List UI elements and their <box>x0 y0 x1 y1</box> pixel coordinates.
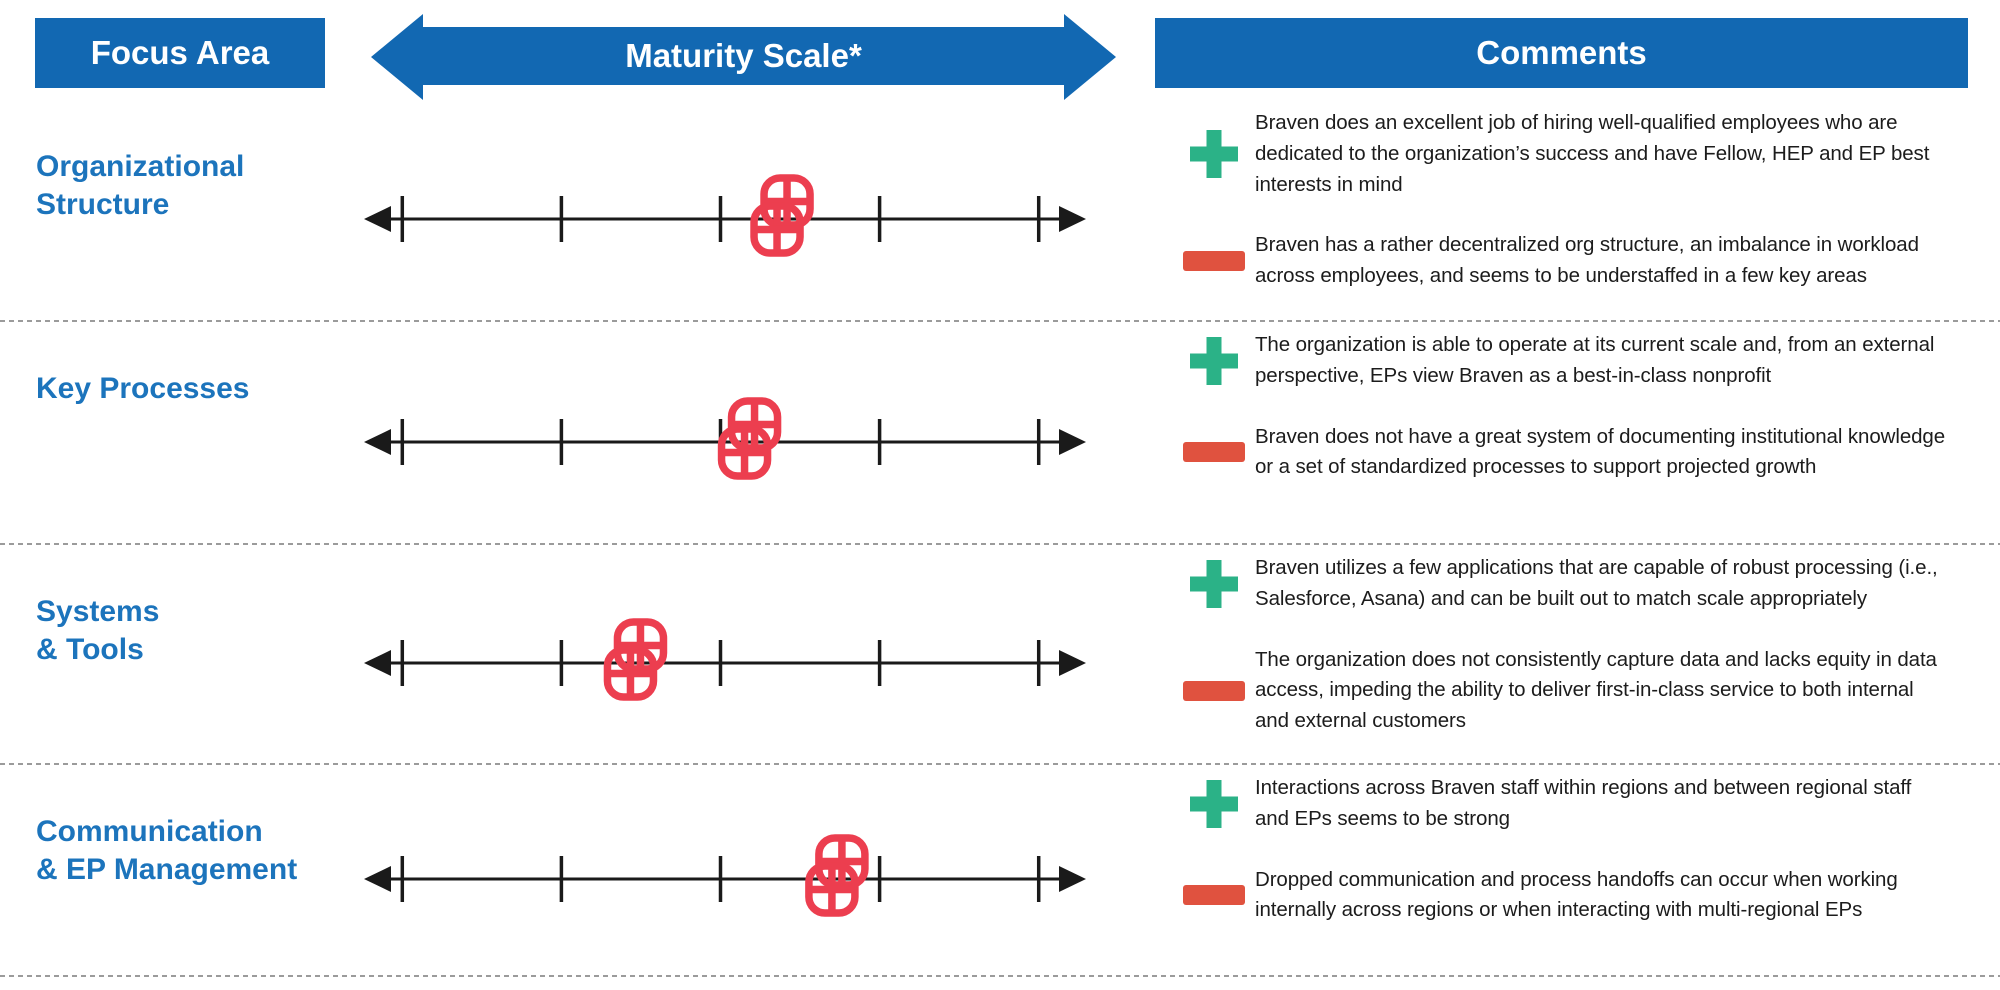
negative-comment: Braven does not have a great system of d… <box>1173 422 1970 484</box>
comment-text: The organization is able to operate at i… <box>1255 333 1935 387</box>
table-row: Key Processes The organization is able t… <box>0 322 2000 545</box>
left-arrowhead-icon <box>364 206 391 232</box>
maturity-scale <box>360 829 1090 929</box>
positive-comment: Braven utilizes a few applications that … <box>1173 553 1970 615</box>
focus-label: Key Processes <box>36 372 250 405</box>
left-arrowhead-icon <box>364 866 391 892</box>
left-arrowhead-icon <box>364 428 391 455</box>
focus-label: Organizational Structure <box>36 150 245 222</box>
negative-comment: The organization does not consistently c… <box>1173 645 1970 737</box>
positive-comment: Interactions across Braven staff within … <box>1173 773 1970 835</box>
right-arrowhead-icon <box>1059 206 1086 232</box>
left-arrowhead-icon <box>364 650 391 676</box>
comment-text: Braven does not have a great system of d… <box>1255 424 1946 479</box>
focus-area-header: Focus Area <box>35 18 325 88</box>
maturity-scale <box>360 613 1090 713</box>
comment-text: Braven does an excellent job of hiring w… <box>1255 111 1930 196</box>
focus-label: Systems & Tools <box>36 595 160 667</box>
table-row: Systems & Tools Braven utilizes a few ap… <box>0 545 2000 765</box>
right-arrowhead-icon <box>1059 866 1086 892</box>
positive-comment: Braven does an excellent job of hiring w… <box>1173 108 1970 200</box>
maturity-scale-header-arrow: Maturity Scale* <box>371 14 1116 100</box>
table-row: Organizational Structure Braven does an … <box>0 100 2000 322</box>
double-arrow-shape <box>371 14 1116 100</box>
maturity-scale <box>360 169 1090 269</box>
maturity-marker <box>750 174 814 257</box>
minus-icon <box>1183 680 1245 701</box>
comment-text: Braven has a rather decentralized org st… <box>1255 233 1919 287</box>
minus-icon <box>1183 442 1245 463</box>
table-row: Communication & EP Management Interactio… <box>0 765 2000 977</box>
right-arrowhead-icon <box>1059 428 1086 455</box>
focus-label: Communication & EP Management <box>36 815 298 887</box>
comment-text: The organization does not consistently c… <box>1255 647 1937 733</box>
comment-text: Braven utilizes a few applications that … <box>1255 556 1938 610</box>
negative-comment: Dropped communication and process handof… <box>1173 865 1970 927</box>
comment-text: Dropped communication and process handof… <box>1255 867 1898 922</box>
header-band: Focus Area Maturity Scale* Comments <box>0 0 2000 100</box>
maturity-scale <box>360 392 1090 492</box>
comment-text: Interactions across Braven staff within … <box>1255 776 1912 830</box>
comments-header-label: Comments <box>1476 34 1647 71</box>
minus-icon <box>1183 251 1245 271</box>
plus-icon <box>1190 559 1238 608</box>
maturity-marker <box>805 834 869 917</box>
maturity-marker <box>603 618 668 701</box>
minus-icon <box>1183 885 1245 906</box>
comments-header: Comments <box>1155 18 1968 88</box>
negative-comment: Braven has a rather decentralized org st… <box>1173 230 1970 292</box>
positive-comment: The organization is able to operate at i… <box>1173 330 1970 392</box>
plus-icon <box>1190 336 1238 385</box>
right-arrowhead-icon <box>1059 650 1086 676</box>
maturity-marker <box>717 396 782 480</box>
plus-icon <box>1190 779 1238 828</box>
plus-icon <box>1190 130 1238 179</box>
focus-area-header-label: Focus Area <box>90 34 270 71</box>
maturity-scale-header-label: Maturity Scale* <box>625 37 862 74</box>
